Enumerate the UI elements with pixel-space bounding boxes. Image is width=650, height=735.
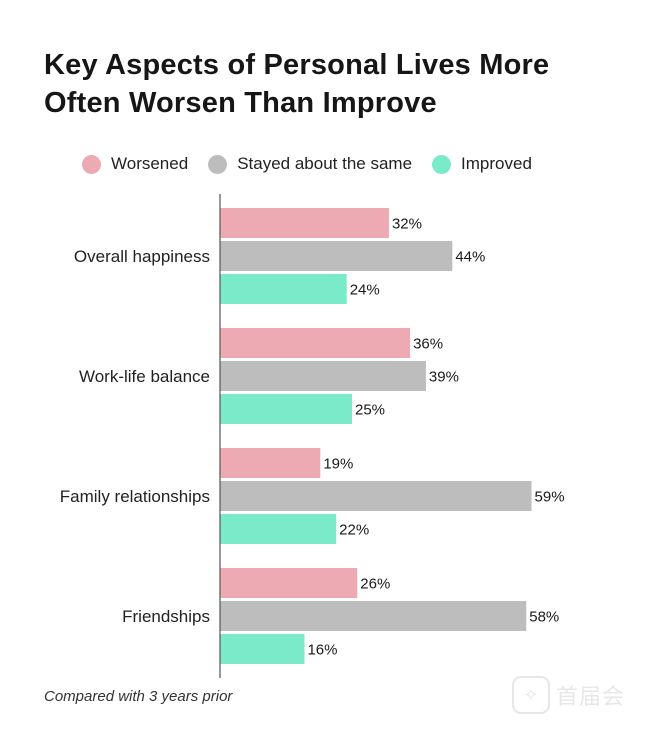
bar-improved [220, 634, 305, 664]
bar-improved [220, 514, 337, 544]
bar-same [220, 481, 532, 511]
bar-improved [220, 274, 347, 304]
watermark-text: 首届会 [556, 684, 626, 709]
legend: Worsened Stayed about the same Improved [82, 151, 552, 177]
data-label: 25% [355, 402, 385, 419]
legend-item-worsened: Worsened [82, 154, 188, 174]
data-label: 44% [455, 249, 485, 266]
chart-title: Key Aspects of Personal Lives More Often… [44, 49, 550, 119]
data-label: 19% [323, 456, 353, 473]
bar-worsened [220, 328, 411, 358]
legend-item-same: Stayed about the same [208, 154, 412, 174]
legend-swatch-worsened [82, 154, 101, 174]
legend-swatch-same [208, 154, 228, 174]
footnote: Compared with 3 years prior [44, 688, 233, 705]
data-label: 59% [535, 489, 565, 506]
data-label: 22% [339, 522, 369, 539]
watermark: ✧ 首届会 [512, 676, 625, 714]
bar-same [220, 241, 453, 271]
legend-label-same: Stayed about the same [237, 154, 413, 173]
bar-worsened [220, 208, 389, 238]
legend-label-improved: Improved [461, 154, 532, 173]
bar-same [220, 361, 426, 391]
data-label: 16% [307, 642, 337, 659]
category-label: Overall happiness [74, 247, 210, 266]
bar-improved [220, 394, 352, 424]
data-label: 39% [429, 369, 459, 386]
legend-item-improved: Improved [432, 154, 532, 174]
legend-swatch-improved [432, 154, 452, 174]
bar-same [220, 601, 527, 631]
bar-worsened [220, 568, 358, 598]
bar-worsened [220, 448, 321, 478]
category-label: Family relationships [60, 487, 210, 506]
data-label: 36% [413, 336, 443, 353]
data-label: 24% [350, 282, 380, 299]
category-label: Friendships [122, 607, 210, 626]
category-label: Work-life balance [79, 367, 210, 386]
legend-label-worsened: Worsened [111, 154, 189, 173]
data-label: 26% [360, 576, 390, 593]
data-label: 32% [392, 216, 422, 233]
watermark-logo-icon: ✧ [512, 676, 550, 714]
data-label: 58% [529, 609, 559, 626]
